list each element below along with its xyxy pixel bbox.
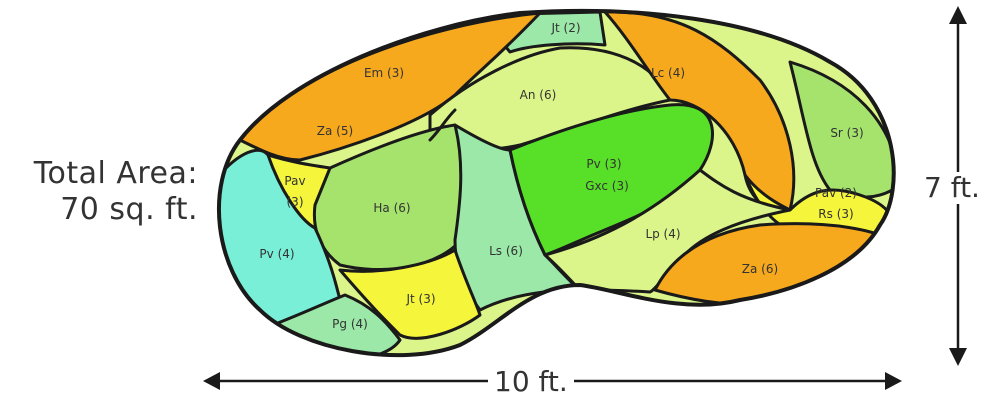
region-jt-bottom [338, 248, 482, 340]
total-area-line1: Total Area: [33, 156, 198, 191]
label-pav-left-line1: Pav [284, 174, 305, 188]
label-jt-bottom: Jt (3) [405, 292, 435, 306]
label-za-left: Za (5) [317, 124, 353, 138]
label-pv-left: Pv (4) [259, 247, 294, 261]
label-pv-gxc-line2: Gxc (3) [585, 179, 629, 193]
label-pv-gxc-line1: Pv (3) [586, 157, 621, 171]
label-em: Em (3) [364, 66, 404, 80]
label-pav-left-line2: (3) [287, 195, 304, 209]
width-dimension-label: 10 ft. [488, 366, 574, 398]
total-area-label: Total Area: 70 sq. ft. [8, 156, 198, 228]
bed-outline [216, 8, 896, 358]
divider-ls-pv [508, 148, 547, 257]
label-jt-top: Jt (2) [550, 21, 580, 35]
label-an: An (6) [520, 88, 557, 102]
label-pg: Pg (4) [332, 317, 368, 331]
height-dimension-label: 7 ft. [918, 172, 986, 204]
label-pav-rs-line1: Pav (2) [815, 186, 857, 200]
label-za-right: Za (6) [742, 262, 778, 276]
label-ha: Ha (6) [373, 201, 410, 215]
label-sr: Sr (3) [830, 126, 863, 140]
label-pav-rs-line2: Rs (3) [818, 207, 853, 221]
divider-za-an [428, 108, 457, 142]
total-area-line2: 70 sq. ft. [60, 192, 198, 227]
region-sr [788, 60, 894, 199]
label-lp: Lp (4) [645, 227, 680, 241]
label-lc: Lc (4) [651, 66, 685, 80]
label-ls: Ls (6) [489, 244, 523, 258]
